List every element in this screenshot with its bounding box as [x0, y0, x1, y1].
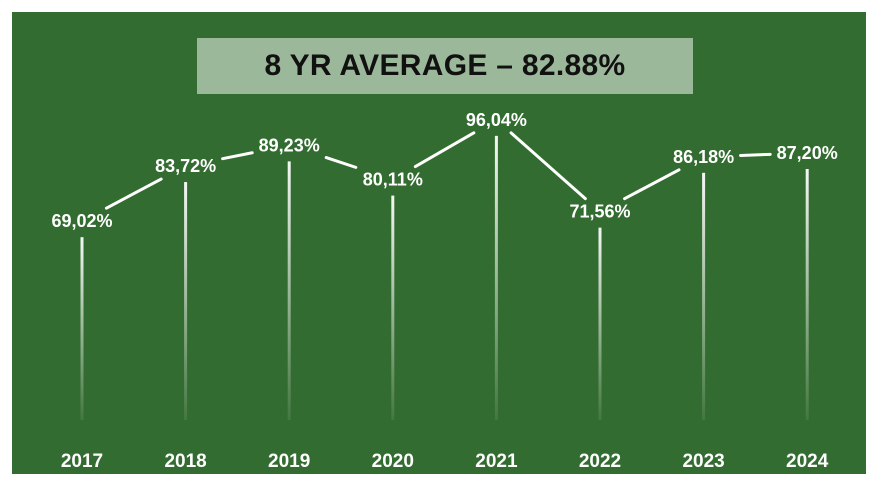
series-segment-2023-2024	[739, 152, 772, 157]
stem-2019	[287, 161, 291, 420]
x-tick-label-2023: 2023	[682, 451, 724, 472]
series-segment-2017-2018	[104, 177, 163, 210]
data-label-2020: 80,11%	[363, 170, 423, 190]
x-tick-label-2018: 2018	[164, 451, 206, 472]
data-label-2022: 71,56%	[569, 202, 630, 222]
data-label-2021: 96,04%	[466, 110, 527, 130]
x-tick-label-2020: 2020	[372, 451, 414, 472]
series-segment-2022-2023	[623, 168, 681, 201]
stem-2018	[184, 182, 188, 420]
x-tick-label-2022: 2022	[579, 451, 621, 472]
data-label-2019: 89,23%	[259, 135, 320, 155]
series-segment-2018-2019	[221, 151, 254, 161]
x-tick-label-2017: 2017	[61, 451, 103, 472]
x-tick-label-2024: 2024	[786, 451, 829, 472]
stem-2021	[494, 135, 498, 420]
data-label-2018: 83,72%	[155, 156, 216, 176]
series-segment-2019-2020	[324, 156, 358, 169]
x-tick-label-2019: 2019	[268, 451, 310, 472]
data-label-2024: 87,20%	[777, 143, 838, 163]
stem-2023	[702, 172, 706, 420]
data-label-2017: 69,02%	[51, 211, 112, 231]
stem-2020	[391, 195, 395, 420]
data-label-2023: 86,18%	[673, 147, 734, 167]
stem-2022	[598, 227, 602, 420]
stem-2024	[805, 169, 809, 420]
x-tick-label-2021: 2021	[475, 451, 518, 472]
chart-title: 8 YR AVERAGE – 82.88%	[197, 38, 693, 94]
stem-2017	[80, 237, 84, 420]
series-segment-2021-2022	[509, 131, 587, 201]
series-segment-2020-2021	[413, 131, 476, 169]
